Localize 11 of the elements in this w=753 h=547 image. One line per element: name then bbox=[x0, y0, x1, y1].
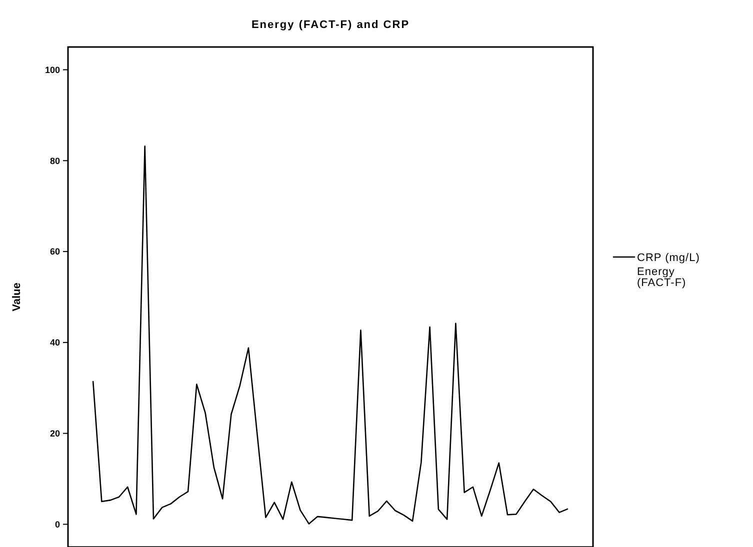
y-axis-title: Value bbox=[11, 282, 23, 312]
legend-label: CRP (mg/L) bbox=[637, 252, 700, 264]
line-series bbox=[92, 145, 569, 524]
y-tick-label: 60 bbox=[50, 246, 60, 257]
y-tick-label: 80 bbox=[50, 156, 60, 166]
text: Energy (FACT-F) bbox=[637, 266, 686, 289]
chart-title: Energy (FACT-F) and CRP bbox=[251, 19, 410, 31]
y-tick-label: 20 bbox=[50, 428, 60, 439]
y-tick-label: 40 bbox=[50, 338, 60, 348]
y-tick-label: 0 bbox=[54, 519, 60, 530]
y-tick-label: 100 bbox=[44, 64, 60, 75]
